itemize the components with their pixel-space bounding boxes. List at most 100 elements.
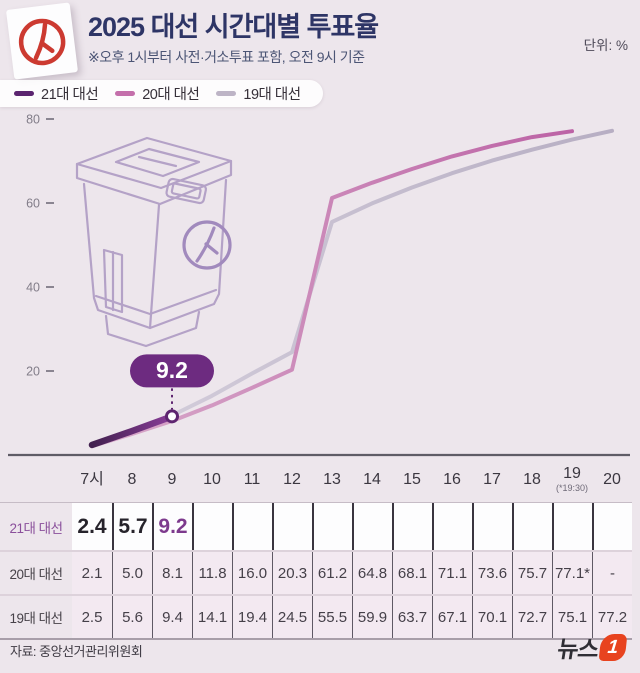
cell-r0-c5 <box>272 503 312 550</box>
data-point-marker <box>165 409 179 424</box>
legend-item-20: 20대 대선 <box>115 83 200 104</box>
cell-r1-c8: 68.1 <box>392 552 432 594</box>
legend-item-21: 21대 대선 <box>14 83 99 104</box>
column-header-7: 14 <box>363 470 381 488</box>
news1-logo-number: 1 <box>598 633 628 661</box>
cell-r1-c12: 77.1* <box>552 552 592 594</box>
cell-r1-c2: 8.1 <box>152 552 192 594</box>
cell-r0-c6 <box>312 503 352 550</box>
chart-legend: 21대 대선 20대 대선 19대 대선 <box>0 80 323 107</box>
page-title: 2025 대선 시간대별 투표율 <box>88 12 379 42</box>
table-header-row: 7시 8 9 10 11 12 13 14 15 16 17 18 19 (*19:30) 20 <box>0 458 632 502</box>
cell-r2-c3: 14.1 <box>192 596 232 638</box>
legend-swatch-2 <box>216 91 237 96</box>
cell-r1-c13: - <box>592 552 632 594</box>
y-tick-label: 80 <box>26 113 40 127</box>
legend-swatch-0 <box>14 91 34 96</box>
cell-r1-c5: 20.3 <box>272 552 312 594</box>
line-series-2 <box>90 128 614 447</box>
cell-r0-c8 <box>392 503 432 550</box>
column-header-9: 16 <box>443 470 461 488</box>
cell-r0-c11 <box>512 503 552 550</box>
cell-r0-c9 <box>432 503 472 550</box>
news1-logo: 뉴스 1 <box>555 630 628 664</box>
callout-bubble <box>130 354 214 388</box>
line-series-0 <box>88 413 176 449</box>
table-row-2: 19대 대선 2.5 5.6 9.4 14.1 19.4 24.5 55.5 59.9 63.7 6… <box>0 596 632 640</box>
turnout-line-chart: 80 60 40 20 9.2 <box>8 113 630 457</box>
cell-r1-c0: 2.1 <box>72 552 112 594</box>
cell-r2-c13: 77.2 <box>592 596 632 638</box>
y-tick-label: 40 <box>26 281 40 295</box>
row-label-1: 20대 대선 <box>9 567 63 582</box>
cell-r1-c11: 75.7 <box>512 552 552 594</box>
column-header-4: 11 <box>243 470 261 488</box>
source-label: 자료: 중앙선거관리위원회 <box>10 644 143 659</box>
cell-r2-c4: 19.4 <box>232 596 272 638</box>
cell-r2-c8: 63.7 <box>392 596 432 638</box>
legend-label: 19대 대선 <box>243 87 301 103</box>
cell-r2-c5: 24.5 <box>272 596 312 638</box>
cell-r1-c3: 11.8 <box>192 552 232 594</box>
row-label-0: 21대 대선 <box>9 520 63 536</box>
ballot-stamp-logo <box>5 2 79 80</box>
column-header-2: 9 <box>167 470 177 488</box>
callout-value: 9.2 <box>156 357 188 383</box>
cell-r0-c1: 5.7 <box>112 503 152 550</box>
cell-r2-c6: 55.5 <box>312 596 352 638</box>
legend-swatch-1 <box>115 91 136 96</box>
cell-r1-c7: 64.8 <box>352 552 392 594</box>
cell-r1-c1: 5.0 <box>112 552 152 594</box>
turnout-table: 7시 8 9 10 11 12 13 14 15 16 17 18 19 (*19:30) 20 21대 대선… <box>0 458 632 640</box>
cell-r2-c2: 9.4 <box>152 596 192 638</box>
line-series-1 <box>90 129 574 449</box>
cell-r1-c6: 61.2 <box>312 552 352 594</box>
legend-item-19: 19대 대선 <box>216 83 301 104</box>
page-subtitle: ※오후 1시부터 사전·거소투표 포함, 오전 9시 기준 <box>88 49 365 66</box>
cell-r2-c0: 2.5 <box>72 596 112 638</box>
column-header-13: 20 <box>603 470 621 488</box>
cell-r1-c10: 73.6 <box>472 552 512 594</box>
unit-label: 단위: % <box>583 38 628 53</box>
column-header-0: 7시 <box>80 470 104 488</box>
news1-logo-word: 뉴스 <box>555 636 600 662</box>
column-header-5: 12 <box>283 470 301 488</box>
cell-r0-c4 <box>232 503 272 550</box>
table-row-1: 20대 대선 2.1 5.0 8.1 11.8 16.0 20.3 61.2 64.8 68.1 7… <box>0 552 632 596</box>
ballot-stamp-icon <box>18 18 66 66</box>
table-corner-cell <box>0 458 72 502</box>
cell-r0-c0: 2.4 <box>72 503 112 550</box>
y-tick-label: 60 <box>26 197 40 211</box>
column-header-3: 10 <box>203 470 221 488</box>
cell-r2-c1: 5.6 <box>112 596 152 638</box>
legend-label: 21대 대선 <box>41 87 99 103</box>
cell-r0-c2: 9.2 <box>152 503 192 550</box>
table-body: 21대 대선 2.4 5.7 9.2 20대 대선 2.1 5.0 8.1 11.8 16.0 20… <box>0 502 632 640</box>
cell-r0-c10 <box>472 503 512 550</box>
header-titles: 2025 대선 시간대별 투표율 ※오후 1시부터 사전·거소투표 포함, 오전… <box>88 12 379 67</box>
column-header-1: 8 <box>127 470 137 488</box>
column-header-10: 17 <box>483 470 501 488</box>
cell-r2-c9: 67.1 <box>432 596 472 638</box>
cell-r1-c4: 16.0 <box>232 552 272 594</box>
cell-r0-c12 <box>552 503 592 550</box>
cell-r2-c10: 70.1 <box>472 596 512 638</box>
cell-r1-c9: 71.1 <box>432 552 472 594</box>
cell-r0-c13 <box>592 503 632 550</box>
table-row-0: 21대 대선 2.4 5.7 9.2 <box>0 503 632 552</box>
y-tick-label: 20 <box>26 365 40 379</box>
column-header-11: 18 <box>523 470 541 488</box>
column-header-8: 15 <box>403 470 421 488</box>
column-header-12: 19 (*19:30) <box>555 465 589 494</box>
row-label-2: 19대 대선 <box>9 611 63 626</box>
ballot-box-illustration <box>75 136 233 348</box>
legend-label: 20대 대선 <box>142 87 200 103</box>
column-note: (*19:30) <box>555 483 589 494</box>
cell-r0-c3 <box>192 503 232 550</box>
cell-r0-c7 <box>352 503 392 550</box>
cell-r2-c12: 75.1 <box>552 596 592 638</box>
cell-r2-c11: 72.7 <box>512 596 552 638</box>
column-header-6: 13 <box>323 470 341 488</box>
cell-r2-c7: 59.9 <box>352 596 392 638</box>
